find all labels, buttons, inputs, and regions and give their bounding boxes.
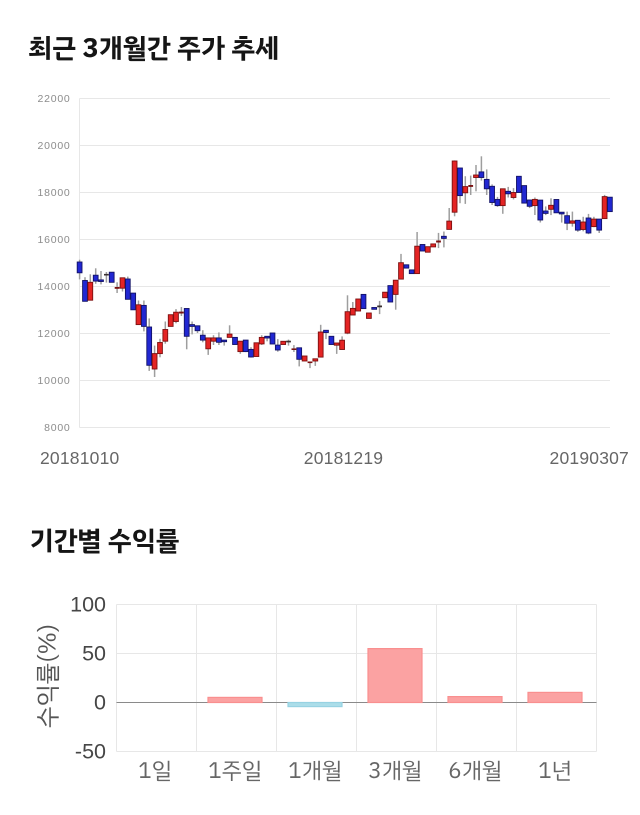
svg-text:22000: 22000 <box>38 93 71 105</box>
svg-text:-50: -50 <box>75 739 106 763</box>
svg-text:14000: 14000 <box>38 281 71 293</box>
svg-text:20000: 20000 <box>38 140 71 152</box>
svg-text:8000: 8000 <box>44 422 70 434</box>
svg-text:50: 50 <box>82 641 106 665</box>
svg-text:20181010: 20181010 <box>40 448 120 468</box>
svg-text:16000: 16000 <box>38 234 71 246</box>
svg-text:18000: 18000 <box>38 187 71 199</box>
svg-text:20181219: 20181219 <box>304 448 383 468</box>
svg-text:0: 0 <box>94 690 106 714</box>
svg-text:10000: 10000 <box>38 375 71 387</box>
svg-text:100: 100 <box>70 592 106 616</box>
svg-text:20190307: 20190307 <box>550 448 629 468</box>
svg-text:12000: 12000 <box>38 328 71 340</box>
